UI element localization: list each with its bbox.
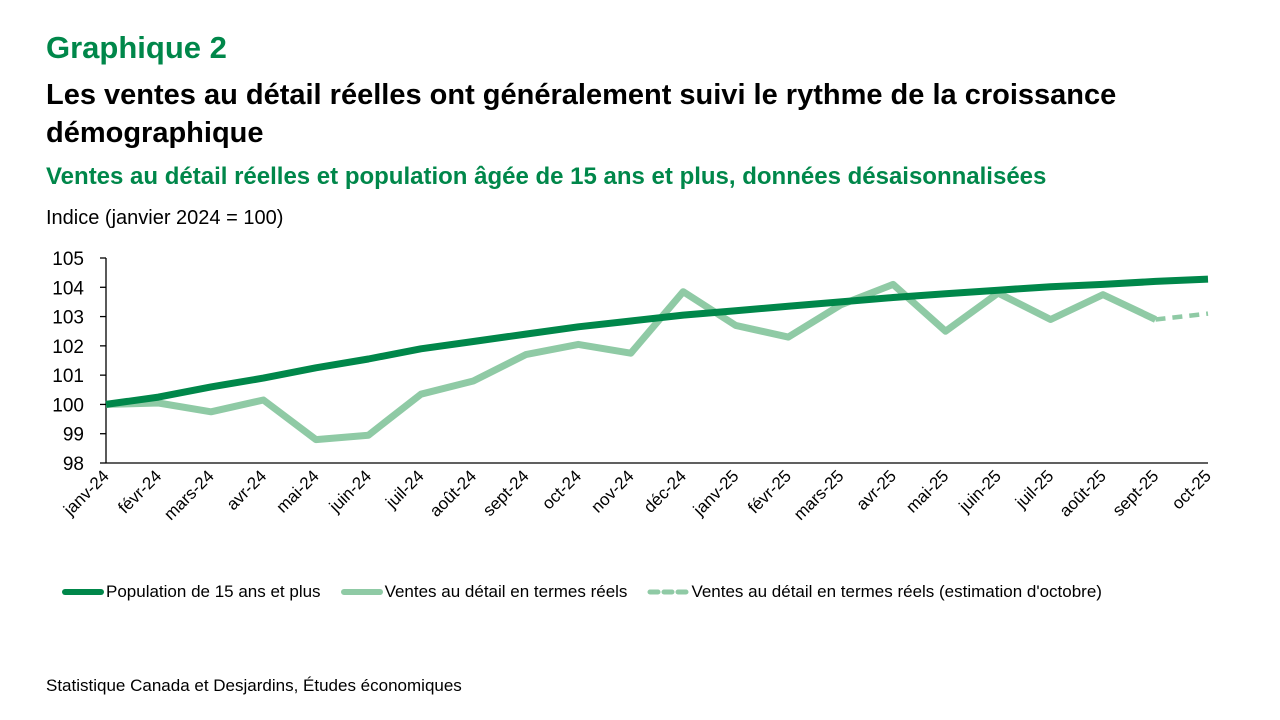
y-tick-label: 98	[63, 454, 84, 475]
y-tick-label: 99	[63, 425, 84, 446]
x-tick-label: avr-25	[852, 466, 900, 514]
y-tick-label: 103	[52, 308, 84, 329]
x-tick-label: juin-25	[955, 466, 1005, 516]
x-tick-label: oct-24	[538, 466, 585, 513]
legend-item-population: Population de 15 ans et plus	[62, 582, 321, 602]
legend-swatch-population	[62, 586, 104, 598]
chart-title: Les ventes au détail réelles ont général…	[46, 79, 1117, 149]
y-tick-label: 104	[52, 278, 84, 299]
series-line-2	[1155, 311, 1209, 322]
x-tick-label: mai-25	[902, 466, 952, 516]
legend-item-sales-estimate: Ventes au détail en termes réels (estima…	[647, 582, 1102, 602]
legend: Population de 15 ans et plus Ventes au d…	[62, 582, 1122, 602]
x-tick-label: févr-25	[744, 466, 795, 517]
x-tick-label: mars-24	[160, 466, 218, 524]
legend-swatch-sales-estimate	[647, 586, 689, 598]
legend-label-sales-estimate: Ventes au détail en termes réels (estima…	[691, 582, 1102, 601]
series-layer	[105, 275, 1209, 444]
chart-subtitle: Ventes au détail réelles et population â…	[46, 163, 1047, 190]
legend-label-population: Population de 15 ans et plus	[106, 582, 321, 601]
y-axis-unit-label: Indice (janvier 2024 = 100)	[46, 207, 284, 229]
y-tick-label: 100	[52, 395, 84, 416]
x-tick-label: avr-24	[223, 466, 271, 514]
y-axis: 98 99 100 101 102 103 104 105	[52, 249, 107, 475]
series-line-0	[105, 275, 1209, 408]
source-note: Statistique Canada et Desjardins, Études…	[46, 676, 462, 695]
x-tick-label: mars-25	[790, 466, 848, 524]
x-tick-label: juil-25	[1011, 466, 1057, 512]
x-tick-label: sept-25	[1109, 466, 1163, 520]
y-tick-label: 102	[52, 337, 84, 358]
legend-swatch-sales	[340, 586, 383, 598]
x-tick-label: août-25	[1056, 466, 1110, 520]
x-tick-label: févr-24	[114, 466, 165, 517]
y-tick-label: 101	[52, 366, 84, 387]
legend-item-sales: Ventes au détail en termes réels	[340, 582, 628, 602]
x-tick-label: juin-24	[325, 466, 375, 516]
x-tick-label: déc-24	[640, 466, 690, 516]
x-tick-label: janv-25	[689, 466, 743, 520]
x-tick-label: sept-24	[479, 466, 533, 520]
x-tick-label: oct-25	[1168, 466, 1215, 513]
x-tick-label: mai-24	[273, 466, 323, 516]
series-line-1	[105, 280, 1157, 444]
x-tick-label: juil-24	[381, 466, 427, 512]
x-tick-label: nov-24	[587, 466, 637, 516]
x-tick-label: août-24	[426, 466, 480, 520]
legend-label-sales: Ventes au détail en termes réels	[384, 582, 628, 601]
chart-number: Graphique 2	[46, 30, 227, 65]
y-tick-label: 105	[52, 249, 84, 270]
